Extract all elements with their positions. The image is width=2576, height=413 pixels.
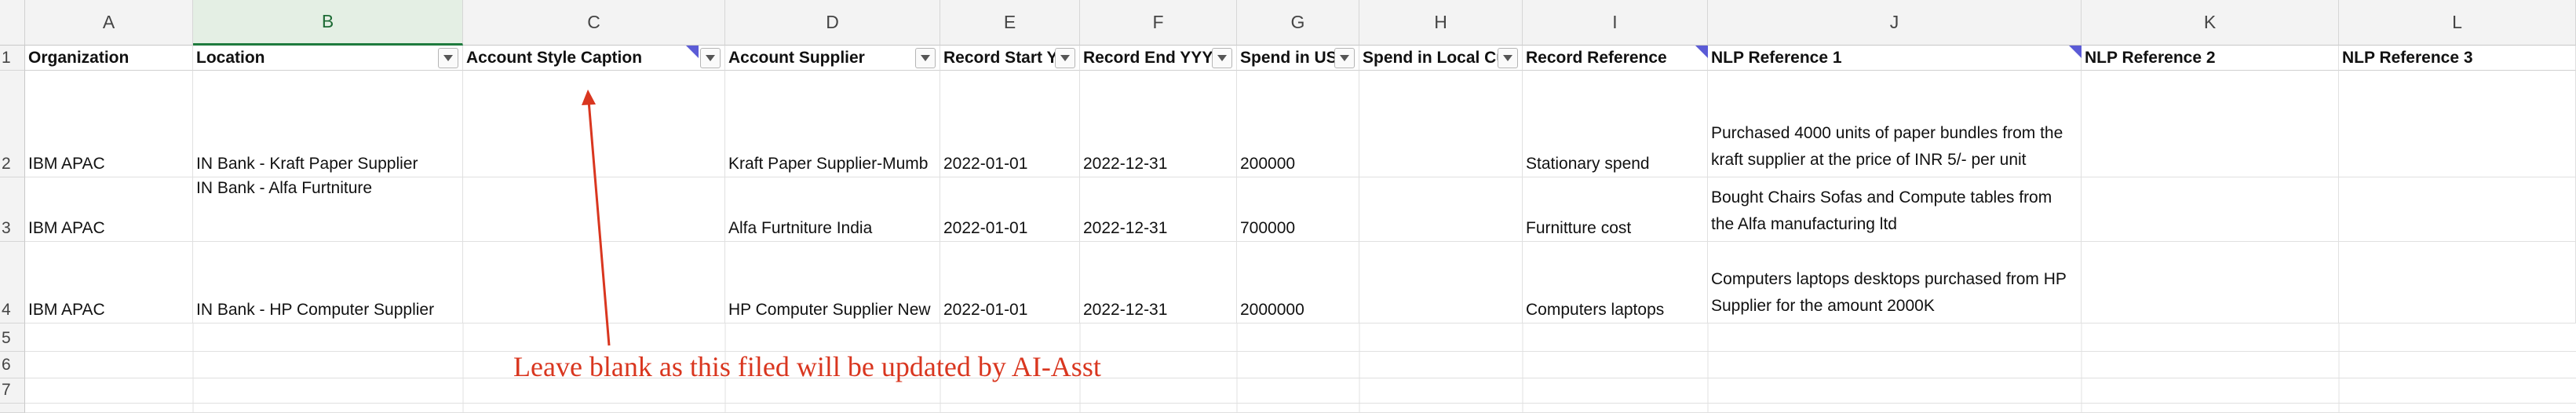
cell-i2[interactable]: Stationary spend bbox=[1523, 71, 1708, 177]
cell-f3[interactable]: 2022-12-31 bbox=[1080, 177, 1237, 242]
cell-k4[interactable] bbox=[2082, 242, 2339, 323]
row-header-7[interactable]: 7 bbox=[0, 378, 25, 404]
row-header-4[interactable]: 4 bbox=[0, 242, 25, 323]
select-all-corner[interactable] bbox=[0, 0, 25, 46]
cell-i3[interactable]: Furnitture cost bbox=[1523, 177, 1708, 242]
cell-h4[interactable] bbox=[1359, 242, 1523, 323]
gridlines bbox=[192, 323, 2340, 413]
header-cell-nlp-reference-2[interactable]: NLP Reference 2 bbox=[2082, 46, 2339, 71]
header-cell-nlp-reference-1[interactable]: NLP Reference 1 bbox=[1708, 46, 2082, 71]
header-cell-spend-local[interactable]: Spend in Local Cu bbox=[1359, 46, 1523, 71]
comment-indicator-icon[interactable] bbox=[686, 46, 699, 58]
header-cell-organization[interactable]: Organization bbox=[25, 46, 193, 71]
filter-dropdown-spend-local[interactable] bbox=[1498, 48, 1518, 68]
cell-k2[interactable] bbox=[2082, 71, 2339, 177]
filter-dropdown-account-supplier[interactable] bbox=[915, 48, 936, 68]
header-cell-record-end[interactable]: Record End YYYY bbox=[1080, 46, 1237, 71]
chevron-down-icon bbox=[1060, 55, 1070, 61]
header-cell-spend-usd[interactable]: Spend in US bbox=[1237, 46, 1359, 71]
filter-dropdown-spend-usd[interactable] bbox=[1334, 48, 1355, 68]
cell-e3[interactable]: 2022-01-01 bbox=[940, 177, 1080, 242]
header-cell-account-supplier[interactable]: Account Supplier bbox=[725, 46, 940, 71]
column-header-f[interactable]: F bbox=[1080, 0, 1237, 46]
column-header-a[interactable]: A bbox=[25, 0, 193, 46]
column-header-h[interactable]: H bbox=[1359, 0, 1523, 46]
filter-dropdown-record-end[interactable] bbox=[1212, 48, 1232, 68]
chevron-down-icon bbox=[1503, 55, 1512, 61]
cell-a3[interactable]: IBM APAC bbox=[25, 177, 193, 242]
annotation-text: Leave blank as this filed will be update… bbox=[513, 351, 1101, 382]
row-header-1[interactable]: 1 bbox=[0, 46, 25, 71]
cell-f4[interactable]: 2022-12-31 bbox=[1080, 242, 1237, 323]
chevron-down-icon bbox=[1217, 55, 1227, 61]
filter-dropdown-location[interactable] bbox=[438, 48, 458, 68]
chevron-down-icon bbox=[706, 55, 715, 61]
cell-k3[interactable] bbox=[2082, 177, 2339, 242]
column-header-j[interactable]: J bbox=[1708, 0, 2082, 46]
chevron-down-icon bbox=[921, 55, 930, 61]
cell-j2[interactable]: Purchased 4000 units of paper bundles fr… bbox=[1708, 71, 2082, 177]
cell-g3[interactable]: 700000 bbox=[1237, 177, 1359, 242]
column-header-g[interactable]: G bbox=[1237, 0, 1359, 46]
cell-j3[interactable]: Bought Chairs Sofas and Compute tables f… bbox=[1708, 177, 2082, 242]
column-header-d[interactable]: D bbox=[725, 0, 940, 46]
filter-dropdown-record-start[interactable] bbox=[1055, 48, 1075, 68]
column-header-l[interactable]: L bbox=[2339, 0, 2576, 46]
header-cell-location[interactable]: Location bbox=[193, 46, 463, 71]
column-header-b[interactable]: B bbox=[193, 0, 463, 46]
chevron-down-icon bbox=[443, 55, 453, 61]
cell-j4[interactable]: Computers laptops desktops purchased fro… bbox=[1708, 242, 2082, 323]
row-header-5[interactable]: 5 bbox=[0, 323, 25, 352]
cell-e2[interactable]: 2022-01-01 bbox=[940, 71, 1080, 177]
cell-d2[interactable]: Kraft Paper Supplier-Mumb bbox=[725, 71, 940, 177]
row-header-6[interactable]: 6 bbox=[0, 352, 25, 378]
column-header-k[interactable]: K bbox=[2082, 0, 2339, 46]
empty-row-5[interactable] bbox=[25, 323, 2576, 352]
empty-row-6[interactable] bbox=[25, 352, 2576, 378]
cell-a2[interactable]: IBM APAC bbox=[25, 71, 193, 177]
row-header-2[interactable]: 2 bbox=[0, 71, 25, 177]
cell-a4[interactable]: IBM APAC bbox=[25, 242, 193, 323]
cell-g4[interactable]: 2000000 bbox=[1237, 242, 1359, 323]
cell-c4[interactable] bbox=[463, 242, 725, 323]
column-header-e[interactable]: E bbox=[940, 0, 1080, 46]
cell-b2[interactable]: IN Bank - Kraft Paper Supplier bbox=[193, 71, 463, 177]
cell-b3[interactable]: IN Bank - Alfa Furtniture bbox=[193, 177, 463, 242]
cell-g2[interactable]: 200000 bbox=[1237, 71, 1359, 177]
cell-h2[interactable] bbox=[1359, 71, 1523, 177]
filter-dropdown-account-style-caption[interactable] bbox=[700, 48, 721, 68]
column-header-i[interactable]: I bbox=[1523, 0, 1708, 46]
header-cell-record-start[interactable]: Record Start Y bbox=[940, 46, 1080, 71]
cell-b4[interactable]: IN Bank - HP Computer Supplier bbox=[193, 242, 463, 323]
chevron-down-icon bbox=[1340, 55, 1349, 61]
comment-indicator-icon[interactable] bbox=[1695, 46, 1708, 58]
cell-f2[interactable]: 2022-12-31 bbox=[1080, 71, 1237, 177]
cell-h3[interactable] bbox=[1359, 177, 1523, 242]
cell-i4[interactable]: Computers laptops bbox=[1523, 242, 1708, 323]
cell-d3[interactable]: Alfa Furtniture India bbox=[725, 177, 940, 242]
cell-c3[interactable] bbox=[463, 177, 725, 242]
cell-e4[interactable]: 2022-01-01 bbox=[940, 242, 1080, 323]
row-header-3[interactable]: 3 bbox=[0, 177, 25, 242]
column-header-c[interactable]: C bbox=[463, 0, 725, 46]
comment-indicator-icon[interactable] bbox=[2069, 46, 2082, 58]
header-cell-record-reference[interactable]: Record Reference bbox=[1523, 46, 1708, 71]
header-cell-account-style-caption[interactable]: Account Style Caption bbox=[463, 46, 725, 71]
cell-d4[interactable]: HP Computer Supplier New bbox=[725, 242, 940, 323]
empty-row-7[interactable] bbox=[25, 378, 2576, 404]
